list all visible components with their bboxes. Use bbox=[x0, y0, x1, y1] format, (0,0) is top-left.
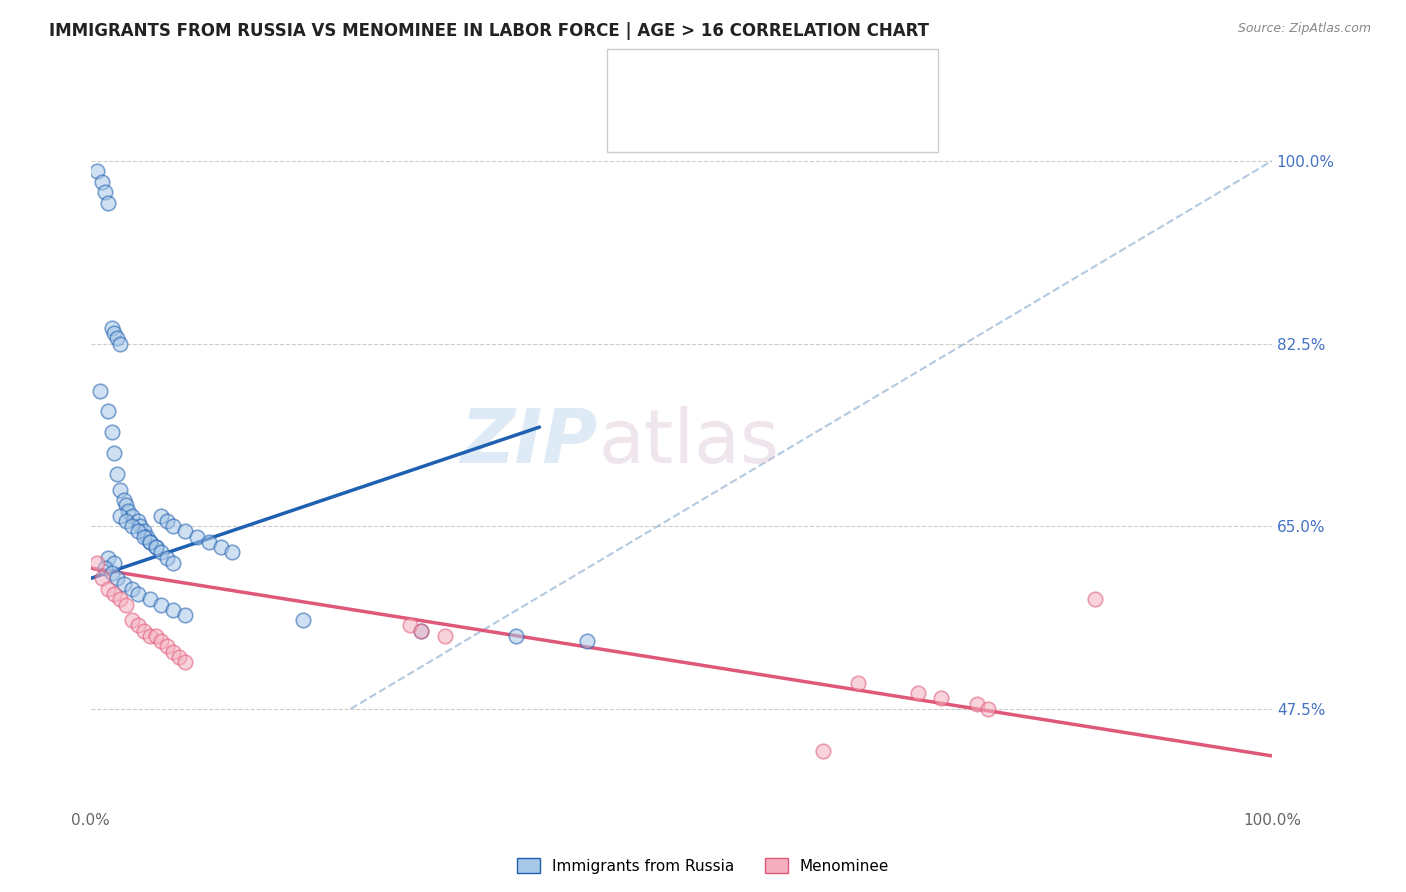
Point bbox=[103, 556, 125, 570]
Point bbox=[89, 384, 111, 398]
Point bbox=[127, 618, 149, 632]
Text: 26: 26 bbox=[830, 114, 852, 132]
Point bbox=[105, 467, 128, 481]
Point bbox=[156, 514, 179, 528]
Legend: Immigrants from Russia, Menominee: Immigrants from Russia, Menominee bbox=[510, 852, 896, 880]
Point bbox=[117, 503, 139, 517]
Point bbox=[848, 676, 870, 690]
Point bbox=[108, 483, 131, 497]
Point bbox=[811, 744, 834, 758]
Point bbox=[86, 164, 108, 178]
Point bbox=[112, 493, 135, 508]
Point bbox=[121, 613, 143, 627]
Point bbox=[145, 540, 167, 554]
Point bbox=[575, 634, 598, 648]
Point bbox=[127, 587, 149, 601]
Point bbox=[105, 571, 128, 585]
Point bbox=[138, 592, 160, 607]
Point bbox=[411, 624, 433, 638]
Point bbox=[145, 629, 167, 643]
Point bbox=[411, 624, 433, 638]
Point bbox=[138, 629, 160, 643]
Point bbox=[138, 535, 160, 549]
Point bbox=[150, 508, 173, 523]
Point bbox=[150, 598, 173, 612]
Text: N =: N = bbox=[787, 114, 824, 132]
Point bbox=[108, 336, 131, 351]
Point bbox=[221, 545, 243, 559]
Point bbox=[103, 446, 125, 460]
Point bbox=[103, 587, 125, 601]
Point bbox=[97, 550, 120, 565]
Point bbox=[186, 530, 208, 544]
Point bbox=[115, 514, 138, 528]
Point bbox=[101, 425, 124, 440]
Point bbox=[105, 331, 128, 345]
Point bbox=[132, 530, 155, 544]
Point bbox=[101, 566, 124, 581]
Point bbox=[103, 326, 125, 341]
Point bbox=[162, 519, 184, 533]
Point bbox=[505, 629, 527, 643]
Point bbox=[209, 540, 232, 554]
Point bbox=[136, 530, 159, 544]
Point bbox=[156, 640, 179, 654]
Point bbox=[145, 540, 167, 554]
Point bbox=[150, 634, 173, 648]
Point bbox=[108, 592, 131, 607]
Point bbox=[97, 582, 120, 596]
Point bbox=[115, 598, 138, 612]
Point bbox=[156, 550, 179, 565]
Point bbox=[150, 545, 173, 559]
Point bbox=[108, 508, 131, 523]
Point bbox=[132, 624, 155, 638]
Point bbox=[138, 535, 160, 549]
Point bbox=[129, 519, 152, 533]
Point bbox=[977, 702, 1000, 716]
Point bbox=[292, 613, 315, 627]
Point bbox=[907, 686, 929, 700]
Point bbox=[91, 571, 114, 585]
Point bbox=[1084, 592, 1107, 607]
Text: IMMIGRANTS FROM RUSSIA VS MENOMINEE IN LABOR FORCE | AGE > 16 CORRELATION CHART: IMMIGRANTS FROM RUSSIA VS MENOMINEE IN L… bbox=[49, 22, 929, 40]
Point bbox=[121, 519, 143, 533]
Point bbox=[966, 697, 988, 711]
Point bbox=[132, 524, 155, 539]
Point bbox=[174, 607, 197, 622]
Text: -0.504: -0.504 bbox=[714, 114, 773, 132]
Point bbox=[112, 576, 135, 591]
Point bbox=[197, 535, 219, 549]
Text: 58: 58 bbox=[830, 70, 852, 89]
Point bbox=[97, 195, 120, 210]
Point bbox=[86, 556, 108, 570]
Point bbox=[127, 514, 149, 528]
Text: Source: ZipAtlas.com: Source: ZipAtlas.com bbox=[1237, 22, 1371, 36]
Text: atlas: atlas bbox=[599, 406, 779, 479]
Point bbox=[91, 175, 114, 189]
Point bbox=[162, 556, 184, 570]
Point bbox=[121, 508, 143, 523]
Point bbox=[398, 618, 420, 632]
Point bbox=[94, 186, 117, 200]
Point bbox=[97, 404, 120, 418]
Point bbox=[167, 649, 190, 664]
Point bbox=[174, 524, 197, 539]
Point bbox=[115, 499, 138, 513]
Point bbox=[434, 629, 457, 643]
Point bbox=[162, 644, 184, 658]
Text: N =: N = bbox=[787, 70, 824, 89]
Point bbox=[121, 582, 143, 596]
Point bbox=[174, 655, 197, 669]
Point bbox=[162, 603, 184, 617]
Point bbox=[127, 524, 149, 539]
Point bbox=[94, 561, 117, 575]
Text: R =: R = bbox=[664, 114, 700, 132]
Text: ZIP: ZIP bbox=[461, 406, 599, 479]
Point bbox=[929, 691, 952, 706]
Text: 0.301: 0.301 bbox=[714, 70, 766, 89]
Text: R =: R = bbox=[664, 70, 700, 89]
Point bbox=[101, 321, 124, 335]
